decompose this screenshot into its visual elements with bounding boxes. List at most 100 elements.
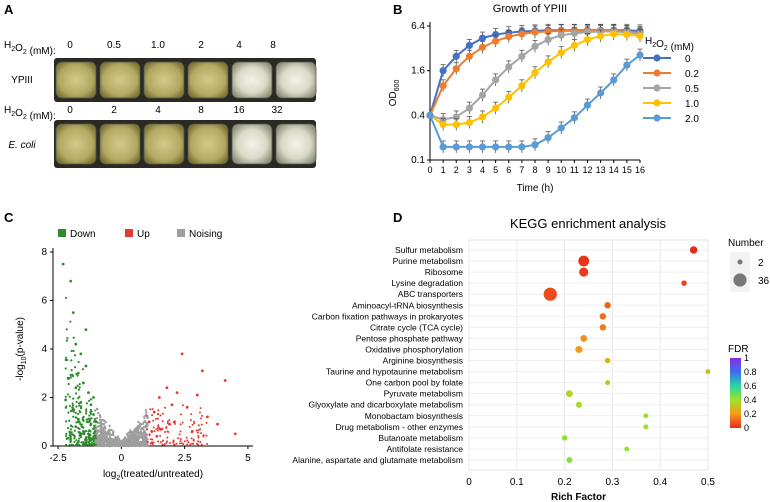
down-point [75,421,78,424]
up-point [159,441,162,444]
legend-title: H2O2 (mM) [645,36,694,53]
x-tick-label: 11 [570,165,579,175]
down-point [74,425,78,428]
series-point [426,111,434,119]
down-point [81,443,84,446]
x-tick-label: 0 [427,165,432,175]
down-point [76,374,79,377]
down-point [87,420,90,424]
concentration-label: 2 [111,105,117,116]
series-point [492,104,500,112]
down-point [81,368,85,371]
series-point [452,121,460,129]
well-turbid [187,123,229,165]
series-point [465,104,473,112]
down-point [91,443,94,446]
down-point [89,422,93,426]
up-point [150,430,154,433]
up-point [233,432,237,436]
up-point [180,442,183,445]
up-point [197,436,200,439]
up-point [150,441,153,444]
noising-point [107,432,111,436]
down-point [80,407,83,410]
up-point [166,420,169,423]
up-point [149,438,152,441]
noising-point [140,434,144,437]
noising-point [127,431,130,435]
noising-point [139,423,143,426]
well-turbid [55,123,97,165]
down-point [88,414,91,417]
up-point [190,430,194,433]
x-tick-label: 16 [635,165,645,175]
up-point [168,422,171,426]
well-clear [231,123,273,165]
concentration-label: 0 [67,40,73,51]
noising-point [137,425,141,428]
series-point [610,30,618,38]
up-point [155,434,159,438]
down-point [79,433,82,436]
noising-point [124,439,127,442]
up-point [145,428,148,431]
down-point [73,437,76,440]
enrichment-point [565,390,573,398]
enrichment-point [578,255,590,267]
down-point [71,433,75,436]
noising-point [105,435,108,438]
down-point [92,420,96,423]
series-point [570,41,578,50]
down-point [70,349,73,353]
series-point [452,65,460,73]
down-point [72,349,75,352]
noising-point [98,414,102,417]
x-tick-label: 0 [466,477,472,488]
down-point [68,443,71,446]
up-point [163,430,166,433]
up-point [197,429,200,432]
noising-point [137,444,140,447]
down-point [68,419,71,422]
legend-marker [653,114,661,122]
category-label: Purine metabolism [393,256,463,266]
up-point [161,443,164,446]
up-point [165,426,168,429]
concentration-label: 16 [233,105,245,116]
x-tick-label: 5 [245,453,251,464]
y-tick-label: 0.4 [411,110,425,121]
series-point [636,32,644,40]
x-tick-label: 12 [582,165,592,175]
down-point [64,395,67,398]
category-label: Drug metabolism - other enzymes [335,422,463,432]
x-tick-label: 13 [596,165,606,175]
noising-point [144,420,147,424]
up-point [169,441,172,444]
noising-point [137,420,140,424]
concentration-label: 0.5 [107,40,121,51]
down-point [78,431,81,434]
up-point [173,420,176,424]
series-point [597,89,605,97]
noising-point [93,409,97,412]
series-point [570,114,578,122]
noising-point [133,429,136,432]
up-point [200,423,203,426]
down-point [70,376,73,379]
up-point [155,418,158,421]
up-point [157,409,160,412]
down-point [88,443,91,446]
noising-point [137,435,140,438]
down-point [68,404,71,408]
enrichment-point [580,335,588,342]
up-point [146,440,149,443]
series-point [478,43,487,51]
x-tick-label: 0.1 [510,477,524,488]
legend-marker [653,54,661,62]
enrichment-point [681,280,687,286]
legend-swatch [177,229,185,237]
down-point [74,411,77,415]
down-point [89,412,93,415]
well-clear [231,61,273,99]
